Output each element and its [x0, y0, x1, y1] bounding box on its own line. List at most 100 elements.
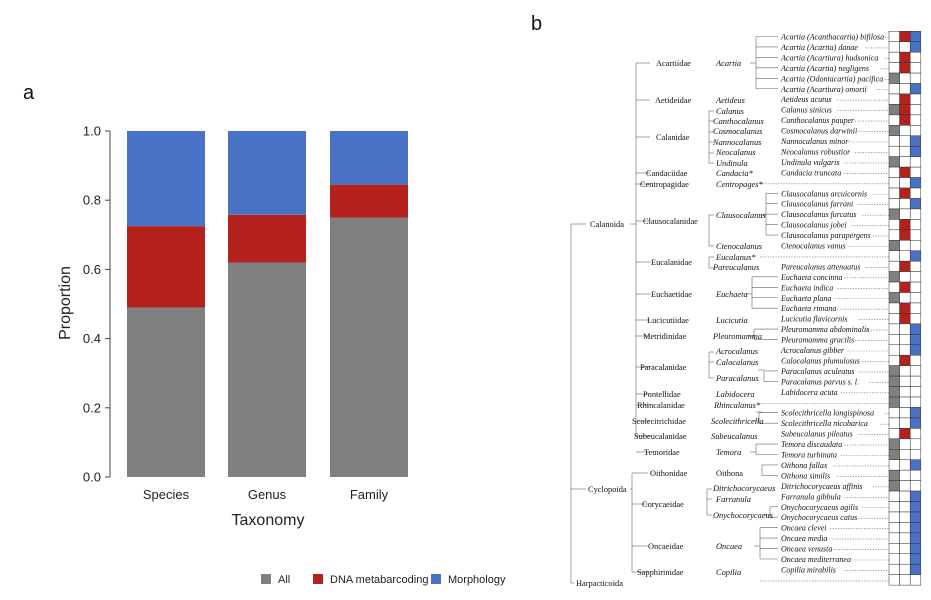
legend-swatch-dna: [313, 574, 323, 584]
panel-b-letter: b: [531, 13, 542, 35]
family-label: Temoridae: [644, 448, 680, 457]
species-label: Scolecithricella nicobarica: [781, 419, 868, 428]
genus-label: Farranula: [715, 495, 751, 504]
presence-cell: [909, 480, 922, 492]
presence-cell: [888, 51, 900, 63]
presence-cell: [899, 62, 911, 74]
species-label: Acartia (Acartiura) hudsonica: [780, 53, 878, 62]
presence-cell: [909, 62, 922, 74]
genus-label: Onychocorycaeus: [713, 511, 773, 520]
species-labels: Acartia (Acanthacartia) bifilosaAcartia …: [780, 33, 884, 575]
presence-cell: [909, 93, 922, 105]
bar-chart: 0.0 0.2 0.4 0.6 0.8 1.0 Species Genus Family: [83, 124, 408, 502]
presence-cell: [888, 260, 900, 272]
presence-cell: [899, 271, 911, 283]
species-label: Pleuromamma abdominalis: [780, 325, 869, 334]
x-tick-label: Genus: [248, 487, 287, 502]
presence-cell: [899, 407, 911, 419]
presence-cell: [888, 145, 900, 157]
legend-swatch-morph: [431, 574, 441, 584]
species-label: Pleuromamma gracilis: [780, 336, 854, 345]
species-label: Labidocera acuta: [780, 388, 838, 397]
species-label: Copilia mirabilis: [781, 565, 836, 574]
presence-cell: [899, 187, 911, 199]
genus-label: Ditrichocorycaeus: [712, 484, 775, 493]
family-label: Sapphirinidae: [637, 568, 684, 577]
family-label: Candaciidae: [646, 169, 688, 178]
presence-cell: [909, 125, 922, 137]
genus-label: Acrocalanus: [715, 347, 758, 356]
presence-cell: [909, 334, 922, 346]
species-label: Onychocorycaeus agilis: [781, 503, 858, 512]
presence-cell: [888, 271, 900, 283]
presence-cell: [899, 145, 911, 157]
legend-swatch-all: [261, 574, 271, 584]
presence-cell: [888, 302, 900, 314]
presence-cell: [899, 469, 911, 481]
y-tick-label: 0.2: [83, 400, 101, 415]
genus-labels: Acartia Aetideus Calanus Canthocalanus C…: [711, 59, 775, 577]
presence-cell: [899, 240, 911, 251]
presence-cell: [909, 292, 922, 304]
presence-cell: [899, 229, 911, 241]
presence-cell: [899, 354, 911, 366]
presence-cell: [909, 490, 922, 502]
presence-cell: [888, 490, 900, 502]
presence-cell: [909, 407, 922, 419]
presence-cell: [899, 177, 911, 189]
presence-cell: [888, 407, 900, 419]
presence-cell: [909, 428, 922, 440]
family-label: Calanidae: [656, 133, 690, 142]
species-label: Temora discaudata: [781, 440, 842, 449]
species-label: Oithona fallax: [781, 461, 828, 470]
species-label: Undinula vulgaris: [781, 158, 839, 167]
species-label: Farranula gibbula: [780, 492, 841, 501]
presence-cell: [888, 135, 900, 147]
presence-cell: [899, 250, 911, 262]
genus-label: Neocalanus: [715, 148, 756, 157]
genus-label: Rhincalanus*: [713, 401, 761, 410]
presence-cell: [909, 469, 922, 481]
presence-cell: [899, 83, 911, 95]
species-label: Nannocalanus minor: [780, 137, 849, 146]
genus-label: Aetideus: [715, 96, 745, 105]
presence-cell: [909, 229, 922, 241]
presence-cell: [899, 365, 911, 377]
presence-cell: [888, 93, 900, 105]
species-label: Temora turbinata: [781, 451, 837, 460]
presence-cell: [909, 543, 922, 555]
y-tick-label: 0.4: [83, 331, 101, 346]
family-label: Acartiidae: [656, 59, 691, 68]
presence-cell: [899, 72, 911, 84]
presence-cell: [909, 260, 922, 272]
presence-cell: [899, 501, 911, 513]
presence-cell: [909, 417, 922, 429]
y-tick-label: 0.0: [83, 470, 101, 485]
presence-cell: [909, 323, 922, 335]
family-label: Oncaeidae: [648, 542, 684, 551]
species-label: Clausocalanus furcatus: [781, 210, 856, 219]
order-label: Calanoida: [590, 220, 624, 229]
presence-cell: [888, 83, 900, 95]
family-label: Oithonidae: [650, 469, 687, 478]
presence-cell: [909, 72, 922, 84]
presence-cell: [899, 428, 911, 440]
presence-cell: [888, 469, 900, 481]
presence-cell: [909, 344, 922, 356]
y-tick-label: 0.6: [83, 262, 101, 277]
presence-cell: [888, 208, 900, 220]
presence-cell: [899, 51, 911, 63]
presence-cell: [899, 31, 911, 42]
presence-cell: [888, 156, 900, 168]
presence-cell: [909, 532, 922, 544]
presence-cell: [888, 323, 900, 335]
bar-segment-dna-metabarcoding: [127, 226, 205, 308]
bar-segment-morphology: [330, 131, 408, 185]
panel-a: a 0.0 0.2 0.4 0.6 0.8 1.0 Species Genus Family P…: [23, 82, 506, 586]
genus-label: Calocalanus: [716, 358, 758, 367]
presence-cell: [888, 292, 900, 304]
bar-segment-dna-metabarcoding: [228, 214, 306, 263]
genus-label: Nannocalanus: [712, 138, 761, 147]
presence-cell: [899, 375, 911, 387]
genus-label: Cosmocalanus: [713, 127, 762, 136]
